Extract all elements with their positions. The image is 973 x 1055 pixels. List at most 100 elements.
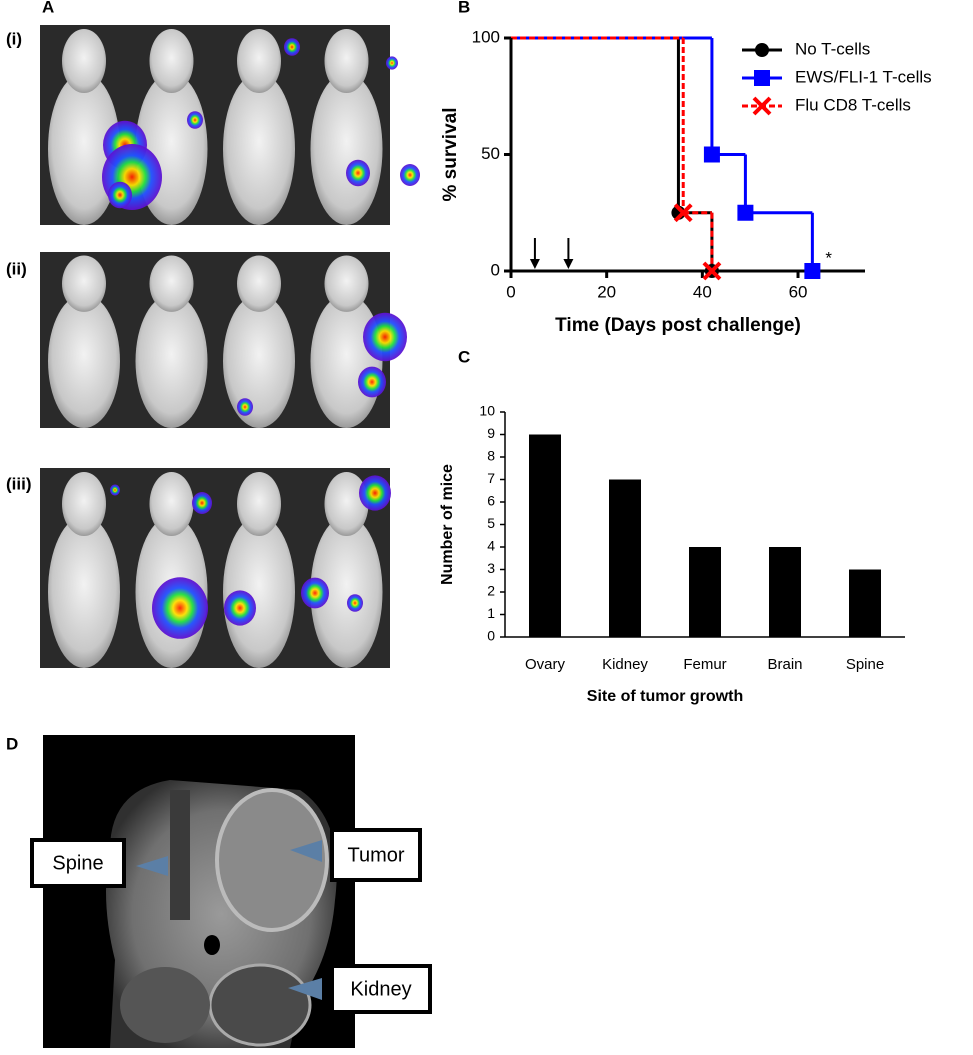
mouse-head <box>149 255 194 312</box>
y-tick-label: 3 <box>487 560 495 576</box>
bar <box>609 479 641 637</box>
arrowhead <box>288 978 322 1000</box>
y-tick-label: 100 <box>472 27 500 46</box>
point <box>703 146 720 163</box>
mouse-head <box>62 255 106 312</box>
label-box <box>330 964 432 1014</box>
signal-blob <box>187 111 203 129</box>
mouse-body <box>223 73 295 225</box>
legend-label: No T-cells <box>795 39 870 58</box>
panel-label: D <box>6 734 18 753</box>
mouse-head <box>324 472 369 536</box>
signal-blob <box>237 398 253 416</box>
legend-marker <box>754 70 770 86</box>
signal-blob <box>347 594 363 612</box>
row-label: (iii) <box>6 474 32 493</box>
mouse-head <box>237 29 281 93</box>
row-label: (i) <box>6 29 22 48</box>
mouse-head <box>149 472 194 536</box>
signal-blob <box>363 312 407 362</box>
mri-kidney <box>208 963 312 1047</box>
signal-blob <box>110 484 120 496</box>
annotation: * <box>825 248 832 267</box>
mouse-body <box>135 294 208 428</box>
y-axis-label: Number of mice <box>439 464 456 585</box>
arrowhead <box>136 856 168 876</box>
legend-label: Flu CD8 T-cells <box>795 95 911 114</box>
mouse-head <box>237 255 281 312</box>
x-tick-label: 20 <box>597 282 616 301</box>
mouse-body <box>223 294 295 428</box>
point <box>673 203 693 223</box>
x-axis-label: Site of tumor growth <box>587 688 743 705</box>
mouse-head <box>237 472 281 536</box>
x-tick-label: 60 <box>789 282 808 301</box>
x-tick-label: Kidney <box>602 656 648 673</box>
x-tick-label: 40 <box>693 282 712 301</box>
mouse-body <box>48 294 120 428</box>
mri-spot <box>204 935 220 955</box>
y-tick-label: 9 <box>487 425 495 441</box>
bar <box>689 547 721 637</box>
panel-label: C <box>458 347 470 366</box>
mri-spine <box>170 790 190 920</box>
mri-label: Spine <box>52 852 103 874</box>
signal-blob <box>224 590 256 626</box>
mri-tumor <box>215 788 329 932</box>
signal-blob <box>400 164 420 186</box>
point <box>702 261 722 281</box>
mouse-body <box>48 516 120 668</box>
y-tick-label: 0 <box>487 628 495 644</box>
x-tick-label: Femur <box>683 656 726 673</box>
x-tick-label: Brain <box>767 656 802 673</box>
arrowhead <box>290 840 322 862</box>
signal-blob <box>386 56 398 70</box>
y-tick-label: 8 <box>487 448 495 464</box>
signal-blob <box>359 475 391 511</box>
mouse-body <box>310 294 383 428</box>
mouse-body <box>310 516 383 668</box>
signal-blob <box>108 181 132 209</box>
mri-label: Tumor <box>347 844 404 866</box>
treatment-arrowhead <box>529 259 540 269</box>
mouse-head <box>324 255 369 312</box>
mouse-body <box>48 73 120 225</box>
point <box>804 263 821 279</box>
y-tick-label: 1 <box>487 605 495 621</box>
signal-blob <box>358 366 386 398</box>
label-box <box>330 828 422 882</box>
label-box <box>30 838 126 888</box>
mri-kidney <box>120 967 210 1043</box>
x-tick-label: Spine <box>846 656 884 673</box>
signal-blob <box>192 492 212 514</box>
x-tick-label: 0 <box>506 282 515 301</box>
y-tick-label: 5 <box>487 515 495 531</box>
y-tick-label: 6 <box>487 493 495 509</box>
mri-panel: Spine Tumor Kidney <box>30 735 432 1048</box>
y-tick-label: 10 <box>479 403 495 419</box>
mouse-head <box>62 29 106 93</box>
mri-label: Kidney <box>350 978 411 1000</box>
mouse-head <box>62 472 106 536</box>
row-label: (ii) <box>6 259 27 278</box>
legend-marker <box>755 43 769 57</box>
y-axis-label: % survival <box>440 108 461 202</box>
panel-label: B <box>458 0 470 16</box>
imaging-panel <box>40 25 420 668</box>
mouse-head <box>149 29 194 93</box>
y-tick-label: 50 <box>481 144 500 163</box>
x-axis-label: Time (Days post challenge) <box>555 315 801 336</box>
y-tick-label: 4 <box>487 538 495 554</box>
y-tick-label: 7 <box>487 470 495 486</box>
y-tick-label: 2 <box>487 583 495 599</box>
bar <box>769 547 801 637</box>
signal-blob <box>346 159 370 187</box>
treatment-arrowhead <box>563 259 574 269</box>
bar <box>529 434 561 637</box>
mouse-body <box>223 516 295 668</box>
mouse-body <box>310 73 383 225</box>
bar <box>849 569 881 637</box>
y-tick-label: 0 <box>491 260 500 279</box>
